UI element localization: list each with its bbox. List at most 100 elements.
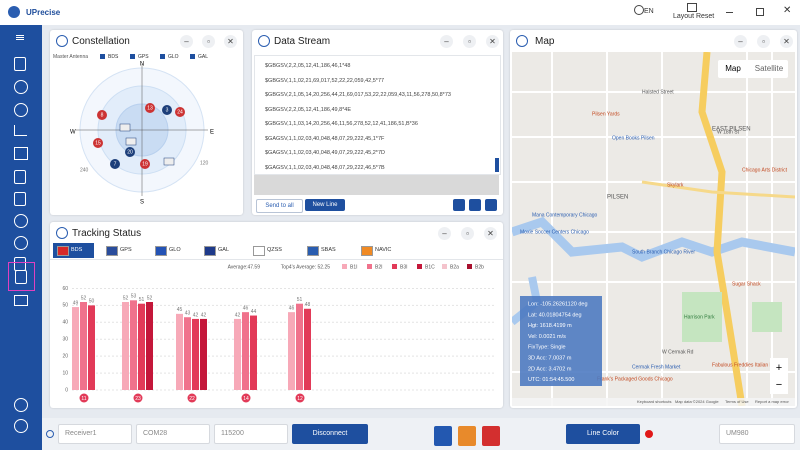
zoom-in[interactable]: + — [776, 362, 782, 374]
map-footer-text[interactable]: Keyboard shortcuts — [637, 399, 671, 404]
satellite-flag — [125, 137, 137, 146]
nav-icon[interactable] — [14, 192, 26, 206]
nav-icon[interactable] — [14, 170, 26, 184]
position-info — [520, 296, 602, 386]
ring-label: 240 — [80, 167, 89, 173]
language[interactable]: EN — [644, 8, 654, 15]
restore[interactable] — [756, 8, 764, 16]
system-checkbox[interactable] — [130, 54, 135, 59]
minimize-panel[interactable]: – — [734, 35, 747, 48]
data-stream-panel: Data Stream – ▫ ✕ $GBGSV,2,2,05,12,41,18… — [252, 30, 503, 215]
nav-icon[interactable] — [14, 103, 28, 117]
tab[interactable]: GAL — [200, 243, 241, 258]
tool-button[interactable] — [469, 199, 481, 211]
nav-icon[interactable] — [14, 398, 28, 412]
bar — [130, 300, 137, 390]
nav-icon[interactable] — [14, 419, 28, 433]
legend-label: B2I — [375, 264, 383, 270]
satellite-label: 15 — [95, 140, 101, 146]
bar — [122, 302, 129, 390]
bar — [242, 312, 249, 390]
radio[interactable] — [46, 430, 54, 438]
close-panel[interactable]: ✕ — [780, 35, 793, 48]
close-panel[interactable]: ✕ — [224, 35, 237, 48]
satellite — [97, 110, 107, 120]
place-label: Moxie Soccer Centers Chicago — [520, 229, 589, 235]
info-line: Vel: 0.0021 m/s — [528, 334, 566, 340]
tab[interactable]: SBAS — [303, 243, 349, 258]
close-panel[interactable]: ✕ — [486, 35, 499, 48]
nav-icon[interactable] — [14, 147, 28, 160]
antenna-select[interactable]: Master Antenna — [53, 54, 89, 60]
place-label: Frank's Packaged Goods Chicago — [597, 376, 673, 382]
tool-button[interactable] — [453, 199, 465, 211]
tab[interactable]: NAVIC — [357, 243, 408, 258]
highway — [698, 52, 746, 406]
system-checkbox[interactable] — [160, 54, 165, 59]
place-label: Fabulous Freddies Italian Eatery — [712, 362, 784, 368]
disconnect-button[interactable]: Disconnect — [292, 424, 368, 444]
nav-icon[interactable] — [14, 214, 28, 228]
satellite-button[interactable]: Satellite — [755, 64, 784, 73]
maximize-panel[interactable]: ▫ — [463, 35, 476, 48]
system-checkbox[interactable] — [190, 54, 195, 59]
value-label: 51 — [297, 297, 303, 303]
map-button[interactable]: Map — [725, 64, 741, 73]
minimize-panel[interactable]: – — [438, 227, 451, 240]
place-label: South Branch Chicago River — [632, 249, 695, 255]
maximize-panel[interactable]: ▫ — [757, 35, 770, 48]
close[interactable]: ✕ — [783, 5, 792, 16]
menu-icon[interactable] — [16, 35, 24, 36]
stream-line: $GAGSV,1,1,02,03,40,048,48,07,29,222,46,… — [265, 164, 385, 171]
map-footer-text[interactable]: Terms of Use — [725, 399, 749, 404]
tool-button[interactable] — [485, 199, 497, 211]
value-label: 46 — [243, 305, 249, 311]
zoom-control[interactable] — [770, 358, 788, 394]
minimize-panel[interactable]: – — [440, 35, 453, 48]
tool-button[interactable] — [458, 426, 476, 446]
tab[interactable]: QZSS — [249, 243, 295, 258]
nav-icon[interactable] — [14, 80, 28, 94]
input-area[interactable] — [254, 175, 499, 195]
place-label: EAST PILSEN — [712, 127, 751, 133]
tab[interactable]: BDS — [53, 243, 94, 258]
system-checkbox[interactable] — [100, 54, 105, 59]
layout-reset[interactable]: Layout Reset — [673, 13, 715, 20]
new-line-button[interactable]: New Line — [305, 199, 345, 211]
tab[interactable]: GLO — [151, 243, 192, 258]
port-select[interactable]: COM28 — [136, 424, 210, 444]
nav-icon[interactable] — [14, 57, 26, 71]
baud-select[interactable]: 115200 — [214, 424, 288, 444]
satellite-label: 13 — [147, 105, 153, 111]
tool-button[interactable] — [482, 426, 500, 446]
nav-icon[interactable] — [15, 270, 27, 284]
maximize-panel[interactable]: ▫ — [461, 227, 474, 240]
minimize[interactable] — [726, 12, 733, 13]
legend-swatch — [342, 264, 347, 269]
zoom-out[interactable]: − — [776, 379, 782, 391]
minimize-panel[interactable]: – — [180, 35, 193, 48]
nav-icon[interactable] — [14, 295, 28, 306]
scrollbar[interactable] — [495, 158, 499, 172]
nav-icon[interactable] — [14, 125, 27, 136]
map-footer-text[interactable]: Report a map error — [755, 399, 789, 404]
maximize-panel[interactable]: ▫ — [202, 35, 215, 48]
satellite-flag — [119, 123, 131, 132]
send-all-button[interactable]: Send to all — [256, 199, 303, 213]
device-select[interactable]: UM980 — [719, 424, 795, 444]
tab-flag — [361, 246, 373, 256]
stream-line: $GBGSV,2,2,05,12,41,186,46,1*48 — [265, 63, 351, 69]
tab[interactable]: GPS — [102, 243, 143, 258]
tool-button[interactable] — [434, 426, 452, 446]
receiver-input[interactable]: Receiver1 — [58, 424, 132, 444]
globe-icon[interactable] — [634, 5, 644, 15]
bar — [192, 318, 199, 390]
line-color-button[interactable]: Line Color — [566, 424, 640, 444]
value-label: 45 — [177, 307, 183, 313]
nav-icon[interactable] — [14, 236, 28, 250]
place-label: Open Books Pilsen — [612, 135, 655, 141]
tracking-chart: Average:47.59 Top4's Average: 52.25 0 10 2… — [62, 264, 495, 403]
map-type-toggle[interactable] — [718, 60, 788, 78]
bar — [176, 313, 183, 390]
close-panel[interactable]: ✕ — [484, 227, 497, 240]
